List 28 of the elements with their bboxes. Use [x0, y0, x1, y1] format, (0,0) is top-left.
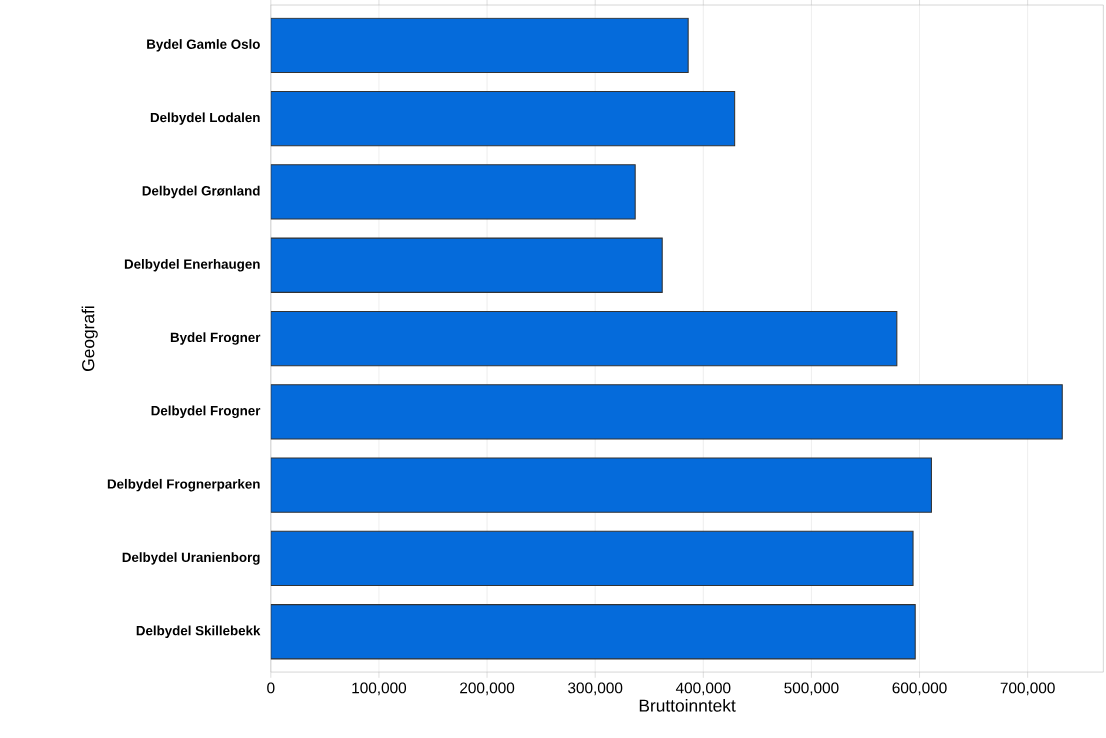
bar	[270, 530, 914, 587]
x-tick-label: 400,000	[675, 682, 731, 696]
bar	[270, 457, 932, 513]
x-tick-label: 0	[267, 682, 275, 694]
bar	[270, 237, 663, 293]
bar	[270, 604, 916, 660]
x-tick-label: 600,000	[892, 682, 947, 696]
y-tick-label: Bydel Frogner	[170, 332, 261, 345]
y-tick-label: Bydel Gamle Oslo	[147, 39, 260, 52]
x-tick-label: 100,000	[352, 682, 407, 696]
x-tick-label: 700,000	[1000, 682, 1055, 696]
x-tick-label: 300,000	[568, 682, 623, 696]
y-tick-label: Delbydel Grønland	[142, 185, 260, 199]
bar	[270, 17, 689, 73]
bar	[270, 90, 736, 147]
x-tick-label: 500,000	[784, 682, 839, 696]
y-tick-label: Delbydel Uranienborg	[122, 552, 260, 565]
x-axis-title: Bruttoinntekt	[639, 698, 736, 712]
y-axis-title: Geografi	[81, 306, 98, 371]
y-tick-label: Delbydel Skillebekk	[136, 625, 261, 638]
y-tick-label: Delbydel Frognerparken	[107, 478, 260, 492]
bar	[270, 384, 1063, 440]
y-tick-label: Delbydel Lodalen	[150, 112, 260, 125]
bar	[270, 310, 898, 367]
y-tick-label: Delbydel Enerhaugen	[124, 258, 260, 272]
y-tick-label: Delbydel Frogner	[151, 405, 261, 419]
x-tick-label: 200,000	[460, 682, 515, 696]
bar	[270, 164, 636, 220]
